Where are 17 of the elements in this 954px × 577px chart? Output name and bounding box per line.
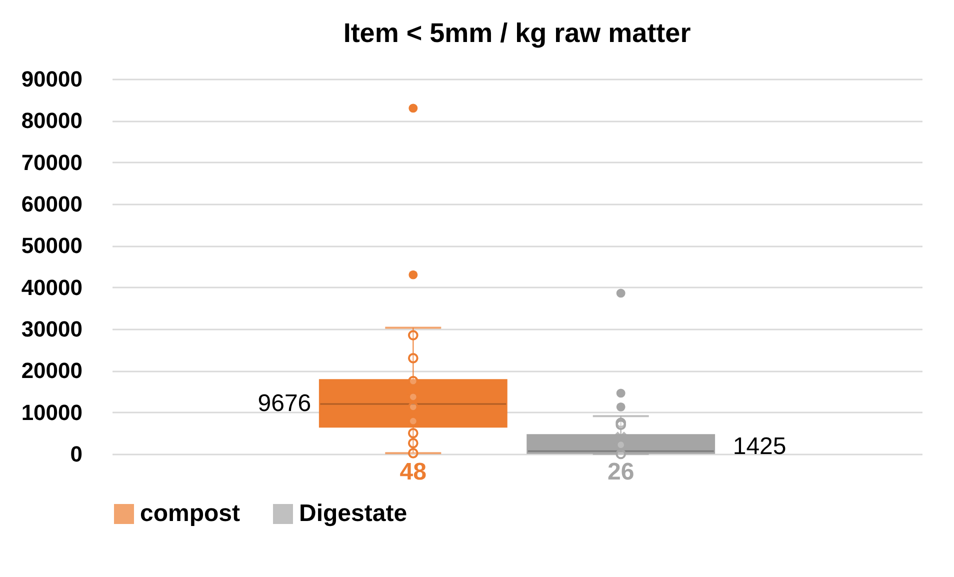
annotation: 9676 xyxy=(258,390,312,417)
y-tick-label: 70000 xyxy=(21,150,82,175)
y-tick-label: 40000 xyxy=(21,274,82,300)
y-tick-label: 80000 xyxy=(21,108,82,134)
y-tick-label: 10000 xyxy=(21,400,82,425)
annotation: 1425 xyxy=(732,433,786,460)
legend-label: Digestate xyxy=(299,500,408,527)
y-tick-label: 30000 xyxy=(21,316,82,342)
legend-label: compost xyxy=(140,500,240,527)
y-tick-label: 0 xyxy=(70,442,82,466)
x-tick-label: 48 xyxy=(400,458,427,486)
chart-title: Item < 5mm / kg raw matter xyxy=(343,18,692,48)
y-tick-label: 50000 xyxy=(21,233,82,258)
y-tick-label: 90000 xyxy=(21,66,82,92)
x-tick-label: 26 xyxy=(607,458,634,486)
y-tick-label: 60000 xyxy=(21,192,82,216)
y-tick-label: 20000 xyxy=(21,358,82,384)
